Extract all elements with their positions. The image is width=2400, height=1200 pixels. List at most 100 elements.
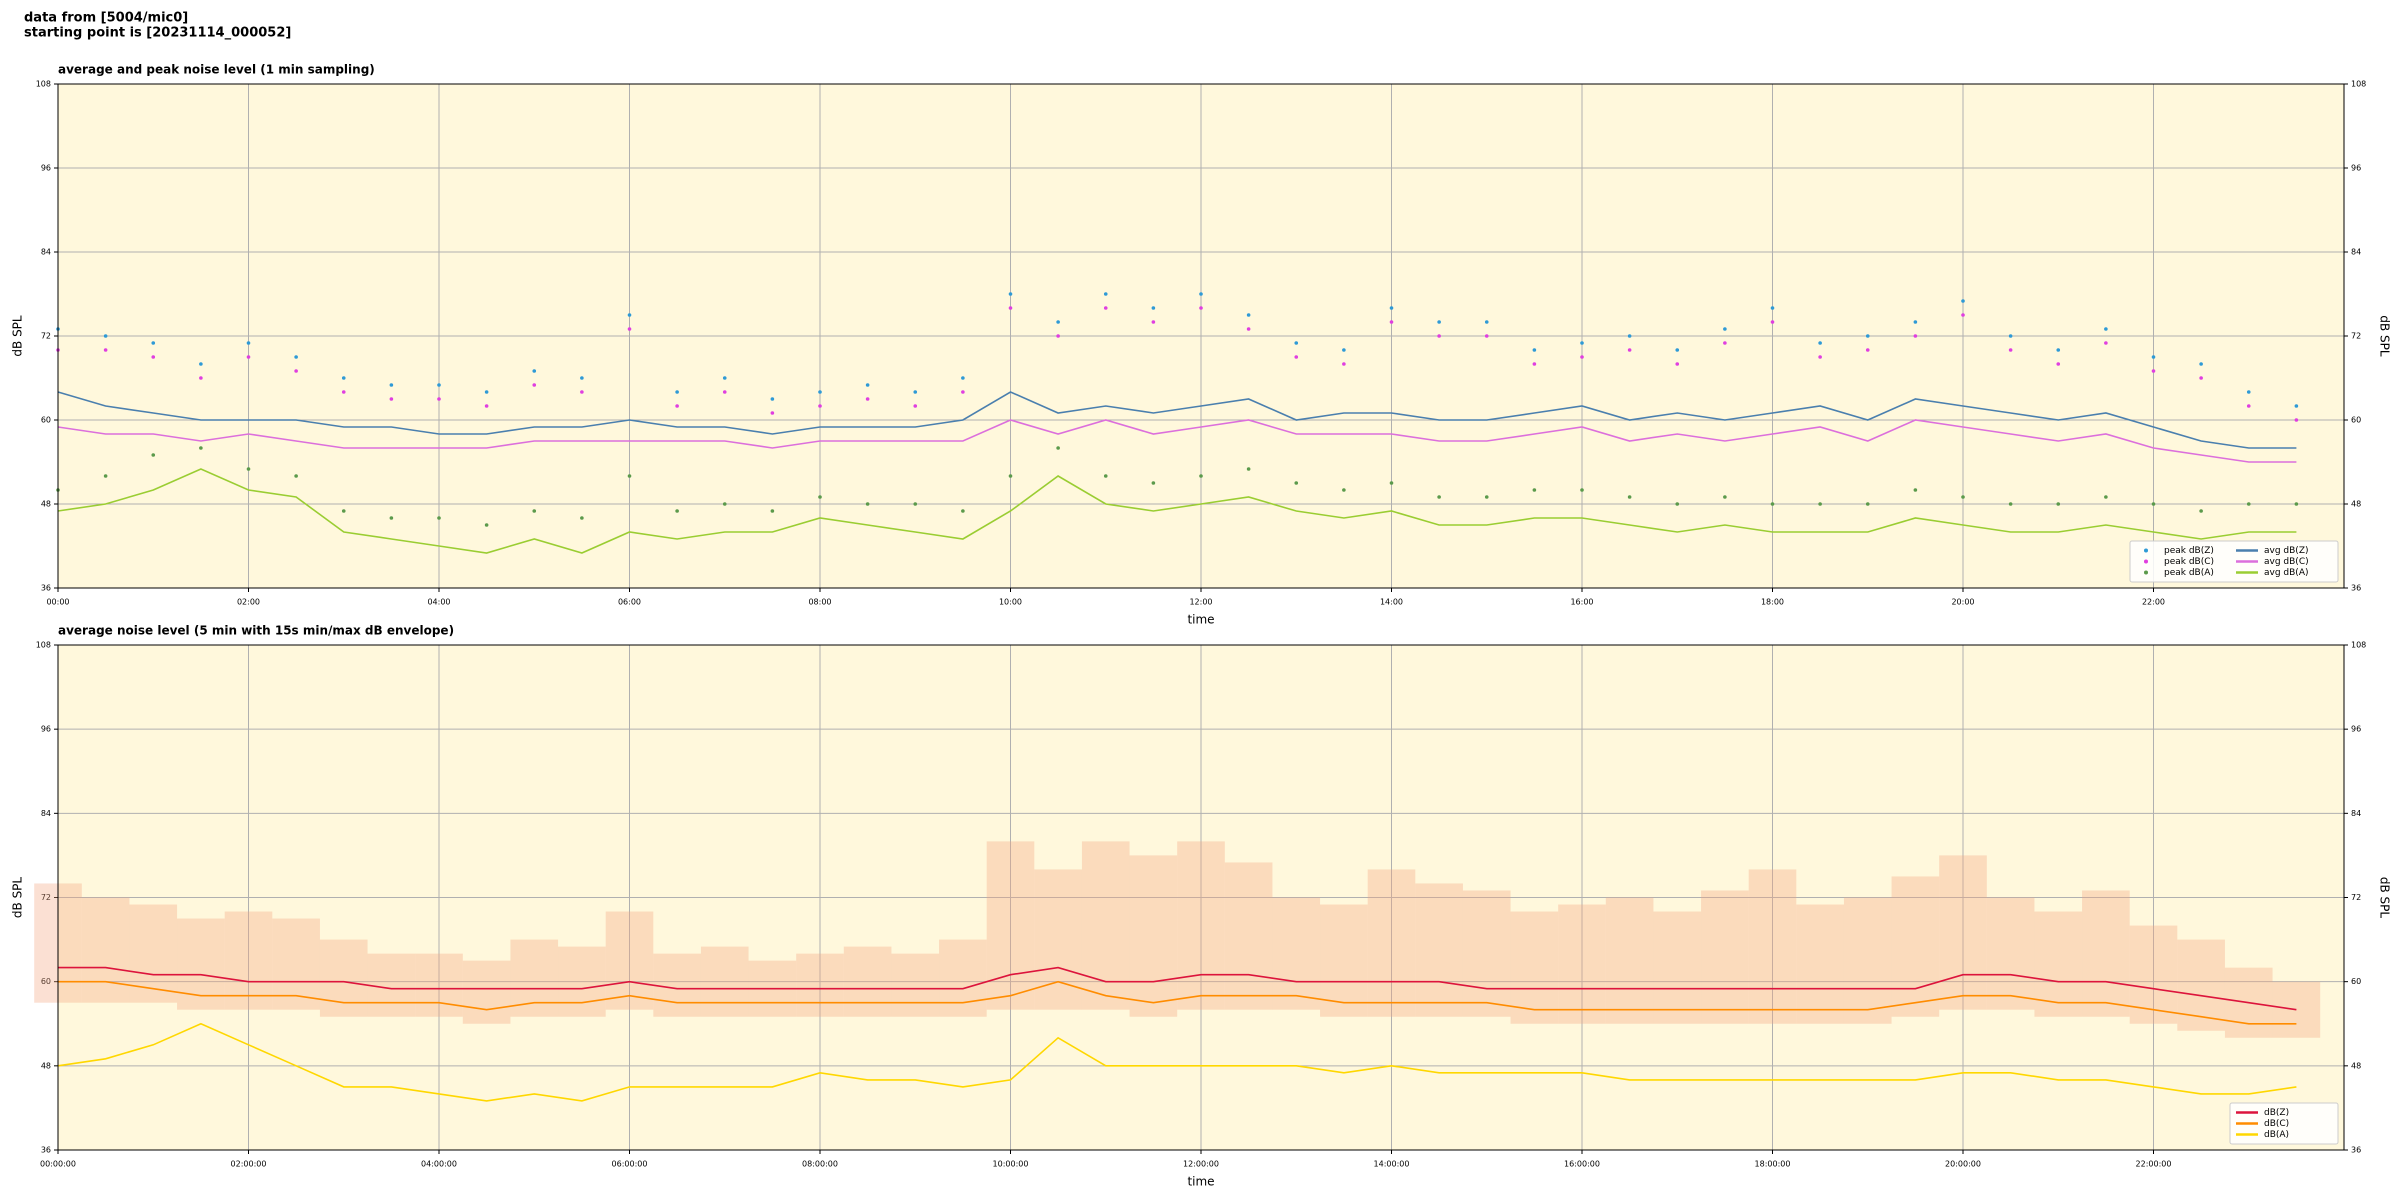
x-tick-label: 16:00: [1570, 598, 1593, 607]
peak-point: [1008, 292, 1013, 296]
y-tick-label: 108: [36, 80, 51, 89]
peak-point: [675, 404, 679, 408]
peak-point: [2056, 502, 2061, 506]
peak-point: [1580, 488, 1584, 492]
envelope-band: [1462, 890, 1511, 1017]
envelope-band: [367, 953, 416, 1017]
peak-point: [437, 397, 441, 401]
peak-point: [103, 348, 108, 352]
peak-point: [246, 355, 251, 359]
x-tick-label: 08:00:00: [802, 1160, 838, 1169]
plot-frame: [57, 83, 2345, 589]
peak-point: [2104, 495, 2108, 499]
x-tick-label: 14:00: [1380, 598, 1403, 607]
peak-point: [627, 474, 632, 478]
envelope-band: [1320, 904, 1368, 1017]
peak-point: [1437, 334, 1441, 338]
peak-point: [961, 509, 965, 513]
peak-point: [2199, 362, 2203, 366]
envelope-band: [1510, 911, 1559, 1024]
chart: average noise level (5 min with 15s min/…: [11, 624, 2392, 1189]
peak-point: [1675, 362, 1680, 366]
legend-label: dB(A): [2264, 1130, 2289, 1140]
y-tick-label: 36: [41, 1146, 51, 1155]
peak-point: [1437, 495, 1441, 499]
y2-tick-label: 84: [2351, 248, 2361, 257]
y-axis-label: dB SPL: [11, 315, 25, 357]
peak-point: [1913, 334, 1918, 338]
envelope-band: [1796, 904, 1844, 1024]
x-tick-label: 08:00: [808, 598, 831, 607]
x-tick-label: 06:00: [618, 598, 641, 607]
envelope-band: [2082, 890, 2130, 1017]
series-line: [57, 419, 2297, 463]
x-tick-label: 06:00:00: [612, 1160, 648, 1169]
peak-point: [1342, 362, 1346, 366]
peak-point: [1961, 299, 1965, 303]
y2-tick-label: 48: [2351, 500, 2361, 509]
peak-point: [1484, 334, 1489, 338]
chart-title: average noise level (5 min with 15s min/…: [58, 624, 454, 638]
peak-point: [722, 502, 727, 506]
envelope-band: [891, 953, 940, 1017]
legend: peak dB(Z)peak dB(C)peak dB(A)avg dB(Z)a…: [2129, 540, 2339, 583]
y2-tick-label: 96: [2351, 164, 2361, 173]
peak-point: [341, 390, 346, 394]
legend-label: dB(C): [2264, 1119, 2289, 1129]
x-tick-label: 02:00: [237, 598, 260, 607]
peak-point: [2199, 376, 2203, 380]
peak-point: [1389, 320, 1394, 324]
peak-point: [1913, 320, 1918, 324]
chart: average and peak noise level (1 min samp…: [11, 63, 2392, 627]
peak-point: [1103, 474, 1108, 478]
envelope-band: [1843, 897, 1892, 1024]
envelope-band: [1034, 869, 1082, 1010]
envelope-band: [1653, 911, 1702, 1024]
peak-point: [2199, 509, 2203, 513]
peak-point: [2104, 327, 2108, 331]
x-tick-label: 02:00:00: [231, 1160, 267, 1169]
peak-point: [1865, 334, 1870, 338]
envelope-band: [558, 946, 606, 1017]
peak-point: [580, 516, 584, 520]
x-axis-label: time: [1187, 1175, 1214, 1189]
legend-swatch: [2144, 559, 2148, 564]
peak-point: [1675, 502, 1680, 506]
envelope-band: [605, 911, 654, 1010]
peak-point: [1723, 327, 1727, 331]
peak-point: [2008, 502, 2013, 506]
plot-frame: [57, 644, 2345, 1151]
peak-point: [2294, 404, 2299, 408]
x-tick-label: 10:00: [999, 598, 1022, 607]
peak-point: [1294, 481, 1299, 485]
peak-point: [1532, 362, 1537, 366]
peak-point: [246, 467, 251, 471]
series-line: [57, 468, 2297, 554]
y2-axis-label: dB SPL: [2378, 315, 2392, 357]
peak-point: [151, 341, 156, 345]
envelope-band: [939, 939, 987, 1017]
x-tick-label: 12:00:00: [1183, 1160, 1219, 1169]
peak-point: [199, 446, 203, 450]
peak-point: [532, 369, 537, 373]
peak-point: [722, 390, 727, 394]
peak-point: [294, 474, 298, 478]
peak-point: [1818, 341, 1822, 345]
y2-tick-label: 72: [2351, 893, 2361, 902]
peak-point: [1723, 341, 1727, 345]
peak-point: [1389, 481, 1394, 485]
envelope-band: [986, 841, 1035, 1010]
peak-point: [2056, 348, 2061, 352]
peak-point: [770, 411, 775, 415]
peak-point: [1294, 341, 1299, 345]
y-tick-label: 36: [41, 584, 51, 593]
envelope-band: [1129, 855, 1178, 1017]
peak-point: [1246, 327, 1251, 331]
peak-point: [437, 383, 441, 387]
envelope-band: [1939, 855, 1987, 1010]
y-tick-label: 72: [41, 893, 51, 902]
peak-point: [1913, 488, 1918, 492]
envelope-band: [1177, 841, 1225, 1010]
peak-point: [2294, 418, 2299, 422]
